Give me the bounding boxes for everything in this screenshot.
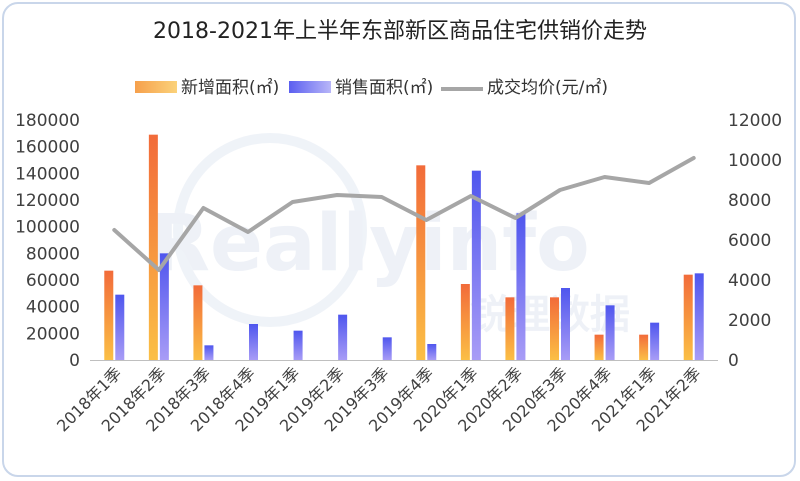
- x-category-labels: 2018年1季2018年2季2018年3季2018年4季2019年1季2019年…: [53, 363, 704, 435]
- y-left-tick-label: 20000: [26, 324, 80, 344]
- y-right-tick-label: 0: [728, 351, 739, 371]
- bar-new-area: [594, 334, 604, 360]
- bar-new-area: [505, 297, 515, 360]
- bar-sales-area: [293, 330, 303, 360]
- bar-new-area: [639, 334, 649, 360]
- y-right-tick-label: 6000: [728, 231, 771, 251]
- bar-sales-area: [427, 344, 437, 360]
- bar-sales-area: [516, 213, 526, 360]
- bar-sales-area: [204, 345, 214, 360]
- watermark-circle: [173, 133, 367, 327]
- legend-swatch-new-area: [135, 81, 177, 93]
- price-line-layer: [112, 156, 696, 272]
- bar-sales-area: [471, 170, 481, 360]
- bars: [104, 134, 704, 360]
- chart-title: 2018-2021年上半年东部新区商品住宅供销价走势: [153, 19, 647, 44]
- bar-sales-area: [650, 322, 660, 360]
- legend-swatch-sales-area: [289, 81, 331, 93]
- y-left-tick-label: 160000: [15, 138, 80, 158]
- y-right-tick-label: 8000: [728, 191, 771, 211]
- y-left-tick-label: 40000: [26, 298, 80, 318]
- y-left-tick-label: 180000: [15, 111, 80, 131]
- bar-sales-area: [159, 253, 169, 360]
- y-right-tick-label: 2000: [728, 311, 771, 331]
- y-right-ticks: 0 2000 4000 6000 8000 10000 12000: [728, 111, 782, 371]
- watermark-text: Reallyinfo: [150, 199, 590, 289]
- bar-new-area: [148, 134, 158, 360]
- legend: 新增面积(㎡) 销售面积(㎡) 成交均价(元/㎡): [135, 78, 608, 98]
- y-left-ticks: 0 20000 40000 60000 80000 100000 120000 140000 1…: [15, 111, 80, 371]
- bar-sales-area: [338, 314, 348, 360]
- y-left-tick-label: 0: [69, 351, 80, 371]
- legend-label-avg-price: 成交均价(元/㎡): [487, 78, 608, 98]
- line-avg-price: [112, 156, 696, 272]
- bar-sales-area: [249, 324, 258, 360]
- bar-sales-area: [561, 288, 570, 360]
- bar-sales-area: [115, 294, 125, 360]
- y-left-tick-label: 120000: [15, 191, 80, 211]
- bar-sales-area: [382, 337, 392, 360]
- bar-sales-area: [605, 305, 615, 360]
- y-left-tick-label: 60000: [26, 271, 80, 291]
- bar-new-area: [550, 297, 559, 360]
- y-right-tick-label: 12000: [728, 111, 782, 131]
- bar-sales-area: [694, 273, 704, 360]
- bar-new-area: [416, 165, 426, 360]
- legend-label-sales-area: 销售面积(㎡): [335, 78, 433, 98]
- bar-new-area: [104, 270, 114, 360]
- bar-new-area: [460, 284, 470, 360]
- y-left-tick-label: 100000: [15, 218, 80, 238]
- y-right-tick-label: 10000: [728, 151, 782, 171]
- y-left-tick-label: 140000: [15, 164, 80, 184]
- legend-label-new-area: 新增面积(㎡): [181, 78, 279, 98]
- bar-new-area: [683, 274, 693, 360]
- bar-new-area: [193, 285, 203, 360]
- y-right-tick-label: 4000: [728, 271, 771, 291]
- y-left-tick-label: 80000: [26, 244, 80, 264]
